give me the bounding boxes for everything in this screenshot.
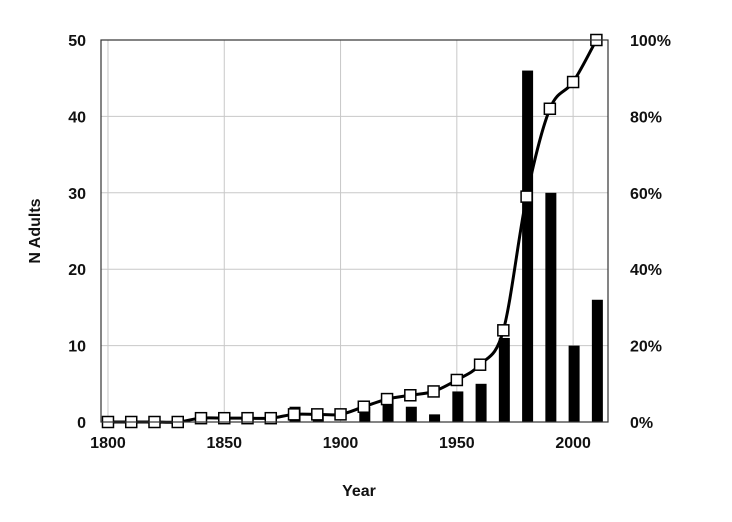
- x-tick-label: 1950: [439, 435, 475, 452]
- x-tick-label: 1800: [90, 435, 126, 452]
- line-marker: [450, 373, 464, 387]
- bar: [382, 399, 394, 422]
- bar: [429, 414, 441, 422]
- y2-tick-label: 0%: [630, 415, 653, 432]
- bar-series: [289, 70, 603, 422]
- y-axis-ticks: 0 10 20 30 40 50: [68, 33, 86, 432]
- line-marker: [287, 408, 301, 421]
- x-axis-ticks: 1800 1850 1900 1950 2000: [90, 435, 591, 452]
- line-marker: [473, 358, 487, 371]
- bar: [522, 70, 534, 422]
- line-marker: [566, 75, 580, 89]
- line-marker: [497, 324, 510, 337]
- y-axis-title: N Adults: [27, 198, 44, 263]
- bar: [405, 406, 417, 422]
- y-tick-label: 10: [68, 339, 86, 356]
- bar: [498, 337, 510, 422]
- line-marker: [520, 190, 533, 203]
- x-tick-label: 2000: [555, 435, 591, 452]
- x-tick-label: 1900: [323, 435, 359, 452]
- bar: [591, 299, 603, 422]
- line-marker: [311, 408, 324, 421]
- x-axis-title: Year: [342, 483, 376, 500]
- line-marker: [357, 400, 371, 413]
- line-marker: [543, 102, 557, 116]
- y-tick-label: 50: [68, 33, 86, 50]
- y-tick-label: 40: [68, 109, 86, 126]
- y2-tick-label: 80%: [630, 109, 662, 126]
- y2-tick-label: 60%: [630, 186, 662, 203]
- line-marker: [334, 408, 347, 421]
- bar: [568, 345, 580, 422]
- bar: [452, 391, 464, 422]
- y-tick-label: 0: [77, 415, 86, 432]
- y2-axis-ticks: 0% 20% 40% 60% 80% 100%: [630, 33, 671, 432]
- y2-tick-label: 40%: [630, 262, 662, 279]
- bar: [475, 383, 487, 422]
- y-tick-label: 20: [68, 262, 86, 279]
- line-marker: [404, 389, 417, 402]
- line-marker: [194, 411, 208, 425]
- y2-tick-label: 100%: [630, 33, 671, 50]
- plot-frame: [100, 39, 609, 423]
- line-marker: [380, 392, 394, 406]
- line-marker: [264, 411, 278, 425]
- line-marker: [218, 411, 231, 425]
- line-marker: [241, 411, 254, 425]
- line-marker: [427, 385, 440, 398]
- y-tick-label: 30: [68, 186, 86, 203]
- bar: [359, 406, 371, 422]
- x-tick-label: 1850: [206, 435, 242, 452]
- y2-tick-label: 20%: [630, 339, 662, 356]
- bar: [545, 192, 557, 422]
